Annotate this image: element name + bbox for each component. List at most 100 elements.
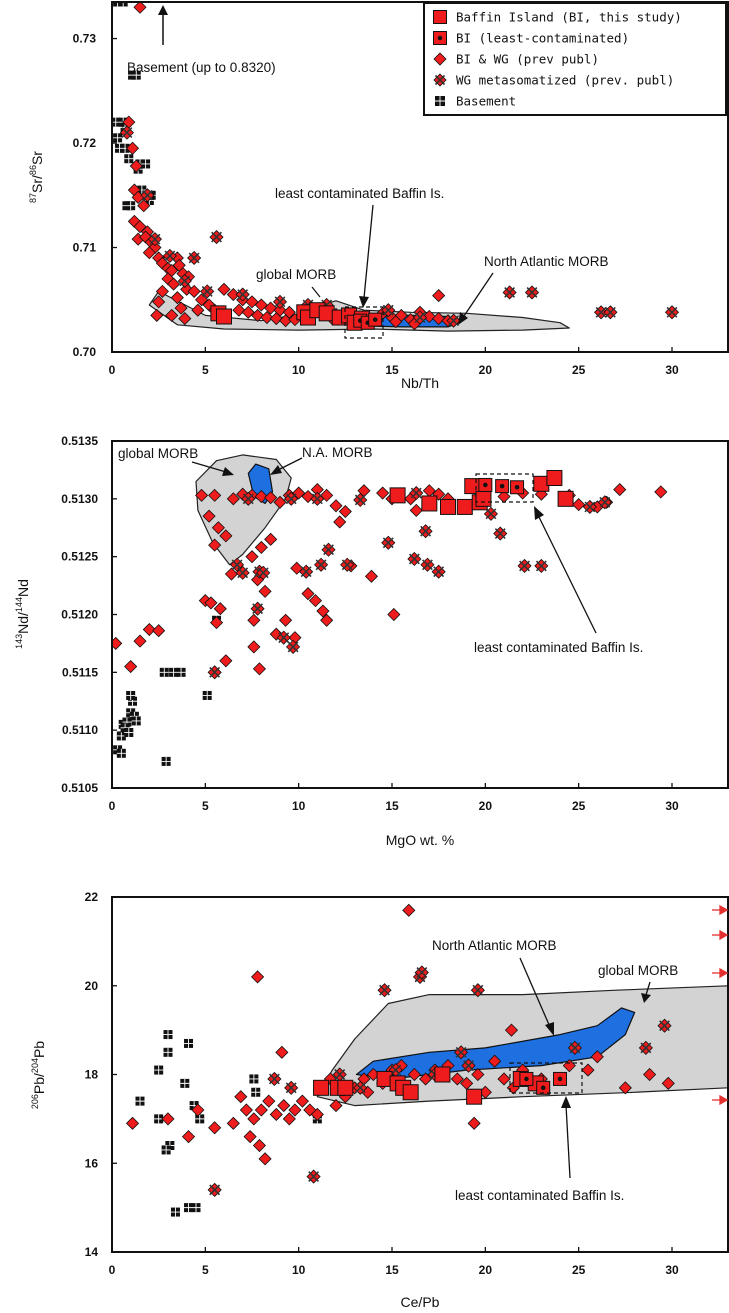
legend-item: BI (least-contaminated)	[433, 31, 629, 46]
data-point	[245, 550, 259, 564]
data-point	[524, 285, 540, 300]
data-point	[475, 490, 492, 507]
na-morb-annotation: North Atlantic MORB	[432, 938, 557, 953]
data-point	[133, 2, 147, 14]
data-point	[167, 277, 181, 291]
x-tick-label: 10	[292, 799, 306, 813]
data-point	[387, 607, 401, 622]
data-point	[470, 983, 485, 998]
data-point	[581, 1063, 595, 1077]
data-point	[211, 521, 225, 535]
data-point	[226, 492, 240, 506]
y-tick-label: 0.5115	[62, 665, 98, 679]
data-point	[320, 613, 334, 627]
data-point	[126, 201, 136, 211]
legend: Baffin Island (BI, this study) BI (least-…	[423, 2, 727, 116]
x-tick-label: 20	[479, 799, 493, 813]
data-point	[275, 1045, 289, 1059]
data-point	[170, 291, 184, 305]
data-point	[124, 154, 134, 164]
data-point	[262, 1094, 276, 1108]
data-point	[207, 665, 222, 680]
x-tick-label: 5	[202, 363, 209, 377]
na-morb-arrow	[277, 457, 303, 471]
data-point	[191, 1103, 205, 1117]
data-point	[113, 133, 123, 143]
data-point	[195, 488, 209, 502]
data-point	[536, 1080, 551, 1095]
data-point	[654, 485, 668, 499]
legend-symbol	[435, 96, 445, 106]
basement-annotation: Basement (up to 0.8320)	[127, 60, 276, 75]
data-point	[456, 498, 473, 515]
least-contaminated-arrowhead	[359, 296, 369, 308]
legend-label: Baffin Island (BI, this study)	[456, 10, 682, 25]
data-point	[178, 312, 192, 326]
data-point	[200, 284, 215, 299]
data-point	[661, 1076, 675, 1090]
data-point	[434, 1066, 451, 1083]
off-scale-arrows	[712, 904, 729, 1106]
data-point	[279, 613, 293, 627]
data-point	[247, 640, 261, 654]
data-point	[389, 487, 406, 504]
data-point	[657, 1018, 672, 1033]
data-point	[368, 312, 383, 327]
data-point	[137, 199, 151, 213]
least-contaminated-arrow	[363, 204, 374, 299]
x-tick-label: 20	[479, 363, 493, 377]
least-contaminated-box	[509, 1062, 583, 1094]
global-morb-arrow	[311, 286, 321, 298]
data-point	[125, 1116, 140, 1130]
data-point	[141, 159, 151, 169]
data-point	[112, 636, 123, 650]
data-point	[260, 310, 274, 325]
data-point	[638, 1040, 653, 1055]
data-point	[313, 1079, 330, 1096]
data-point	[597, 495, 612, 510]
y-tick-label: 22	[85, 890, 99, 904]
data-point	[243, 1130, 257, 1144]
data-point	[495, 479, 510, 494]
data-point	[219, 654, 233, 668]
data-point	[272, 294, 288, 309]
data-point	[251, 970, 265, 984]
data-point	[207, 1182, 222, 1197]
data-point	[209, 230, 224, 245]
data-point	[181, 1130, 196, 1144]
least-contaminated-box	[475, 473, 534, 503]
data-point	[226, 287, 240, 302]
data-point	[517, 558, 532, 573]
data-point	[154, 1065, 164, 1075]
data-point	[567, 1040, 582, 1055]
y-axis-label: 206Pb/204Pb	[30, 1041, 47, 1109]
data-point	[152, 624, 166, 638]
y-tick-label: 14	[85, 1245, 99, 1259]
data-point	[172, 258, 186, 272]
data-point	[165, 308, 179, 322]
data-point	[407, 1067, 421, 1082]
data-point	[267, 1071, 282, 1087]
data-point	[235, 287, 250, 302]
data-point	[594, 305, 609, 320]
data-point	[643, 1067, 657, 1082]
data-point	[402, 1084, 419, 1101]
data-point	[163, 1047, 173, 1057]
data-point	[170, 1207, 180, 1217]
y-tick-label: 0.5110	[62, 723, 98, 737]
data-point	[250, 601, 265, 616]
data-point	[478, 477, 493, 492]
data-point	[241, 491, 256, 506]
data-point	[124, 727, 134, 737]
data-point	[276, 630, 291, 645]
x-tick-label: 15	[385, 799, 399, 813]
y-tick-label: 0.5125	[61, 550, 98, 564]
data-point	[273, 495, 287, 509]
data-point	[213, 602, 227, 616]
least-contaminated-annotation: least contaminated Baffin Is.	[275, 186, 444, 201]
data-point	[264, 491, 278, 505]
x-tick-label: 30	[665, 363, 679, 377]
y-tick-label: 0.5105	[61, 781, 98, 795]
least-contaminated-annotation: least contaminated Baffin Is.	[455, 1188, 624, 1203]
data-point	[264, 532, 278, 546]
